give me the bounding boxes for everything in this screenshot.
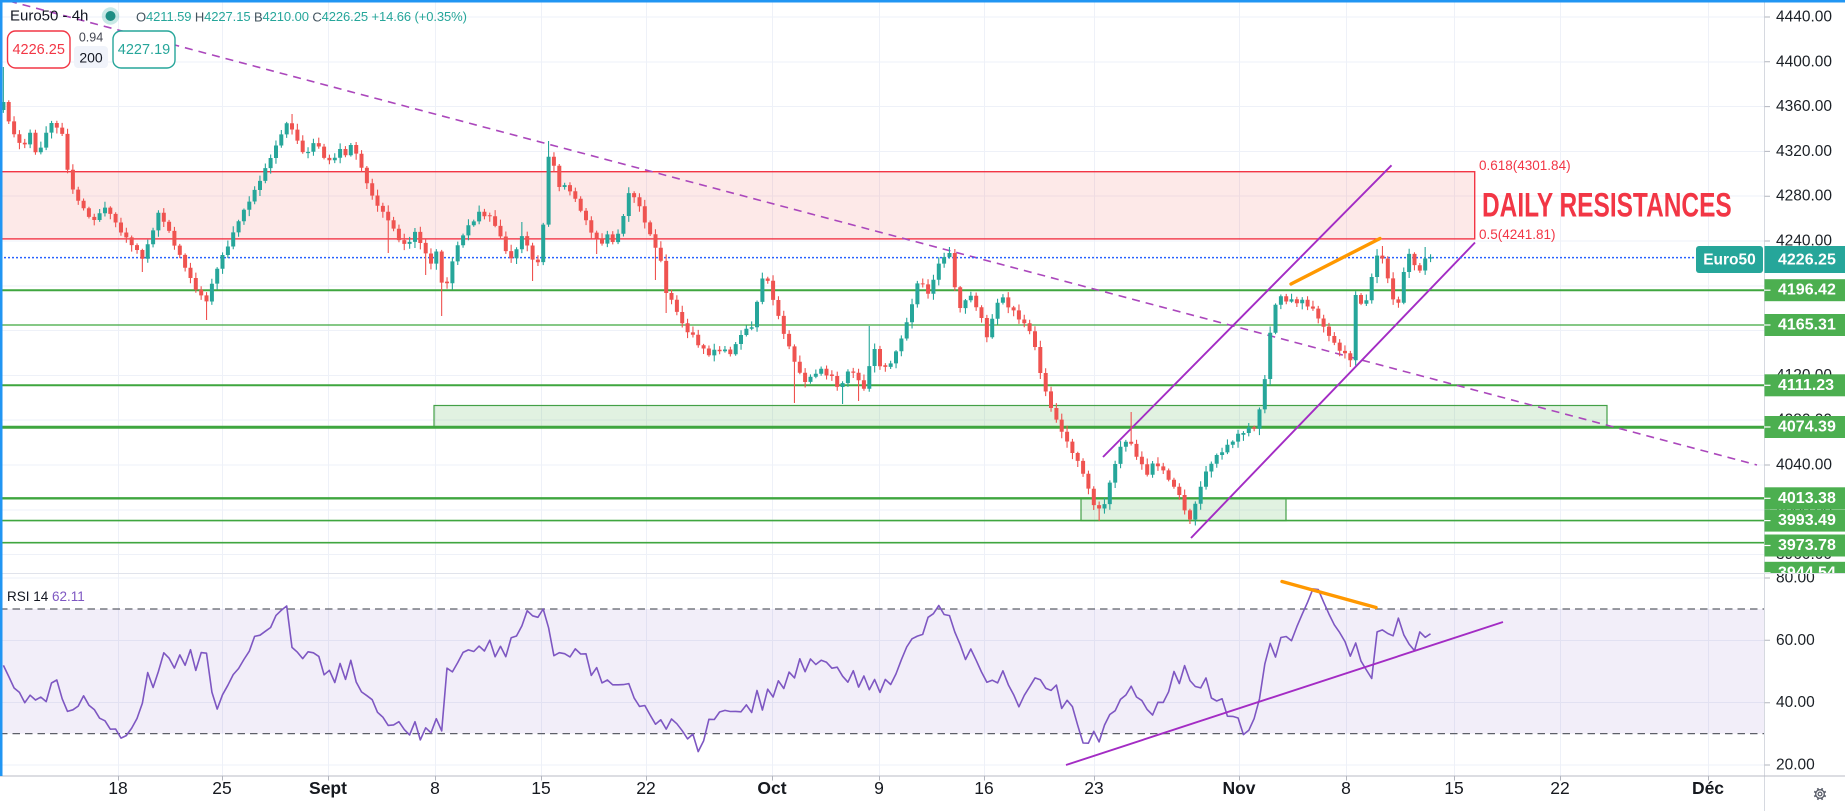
svg-text:0.94: 0.94 [79, 31, 103, 45]
svg-text:16: 16 [974, 778, 993, 798]
svg-text:4320.00: 4320.00 [1776, 143, 1832, 160]
svg-text:8: 8 [430, 778, 440, 798]
svg-text:4360.00: 4360.00 [1776, 98, 1832, 115]
svg-text:Déc: Déc [1692, 778, 1724, 798]
svg-text:Euro50 - 4h: Euro50 - 4h [10, 8, 88, 25]
svg-text:22: 22 [636, 778, 655, 798]
svg-text:200: 200 [79, 50, 103, 66]
svg-text:23: 23 [1084, 778, 1103, 798]
svg-text:3993.49: 3993.49 [1778, 512, 1836, 529]
svg-text:RSI 14 62.11: RSI 14 62.11 [7, 589, 85, 604]
svg-text:4227.19: 4227.19 [118, 42, 170, 58]
svg-text:O4211.59 H4227.15 B4210.00 C42: O4211.59 H4227.15 B4210.00 C4226.25 +14.… [136, 9, 467, 24]
svg-text:40.00: 40.00 [1776, 694, 1815, 711]
svg-text:3944.54: 3944.54 [1778, 564, 1836, 581]
svg-text:4074.39: 4074.39 [1778, 419, 1836, 436]
svg-text:60.00: 60.00 [1776, 632, 1815, 649]
svg-text:4165.31: 4165.31 [1778, 317, 1836, 334]
svg-text:8: 8 [1341, 778, 1351, 798]
svg-text:4280.00: 4280.00 [1776, 188, 1832, 205]
svg-text:4440.00: 4440.00 [1776, 9, 1832, 26]
svg-text:4240.00: 4240.00 [1776, 233, 1832, 250]
svg-text:4400.00: 4400.00 [1776, 53, 1832, 70]
svg-text:0.618(4301.84): 0.618(4301.84) [1479, 158, 1571, 173]
svg-text:25: 25 [212, 778, 231, 798]
svg-text:Nov: Nov [1222, 778, 1255, 798]
svg-text:DAILY RESISTANCES: DAILY RESISTANCES [1482, 187, 1732, 225]
svg-text:4111.23: 4111.23 [1778, 377, 1834, 394]
svg-text:22: 22 [1550, 778, 1569, 798]
svg-text:15: 15 [531, 778, 550, 798]
svg-text:Euro50: Euro50 [1703, 252, 1756, 269]
svg-text:4226.25: 4226.25 [1778, 252, 1836, 269]
svg-text:Oct: Oct [757, 778, 786, 798]
svg-text:4040.00: 4040.00 [1776, 457, 1832, 474]
svg-text:20.00: 20.00 [1776, 757, 1815, 774]
svg-text:0.5(4241.81): 0.5(4241.81) [1479, 227, 1556, 242]
svg-text:9: 9 [874, 778, 884, 798]
svg-text:4196.42: 4196.42 [1778, 282, 1836, 299]
svg-text:3973.78: 3973.78 [1778, 537, 1836, 554]
svg-text:18: 18 [108, 778, 127, 798]
svg-text:Sept: Sept [309, 778, 347, 798]
svg-text:4013.38: 4013.38 [1778, 490, 1836, 507]
svg-text:4226.25: 4226.25 [12, 42, 64, 58]
svg-text:15: 15 [1444, 778, 1463, 798]
